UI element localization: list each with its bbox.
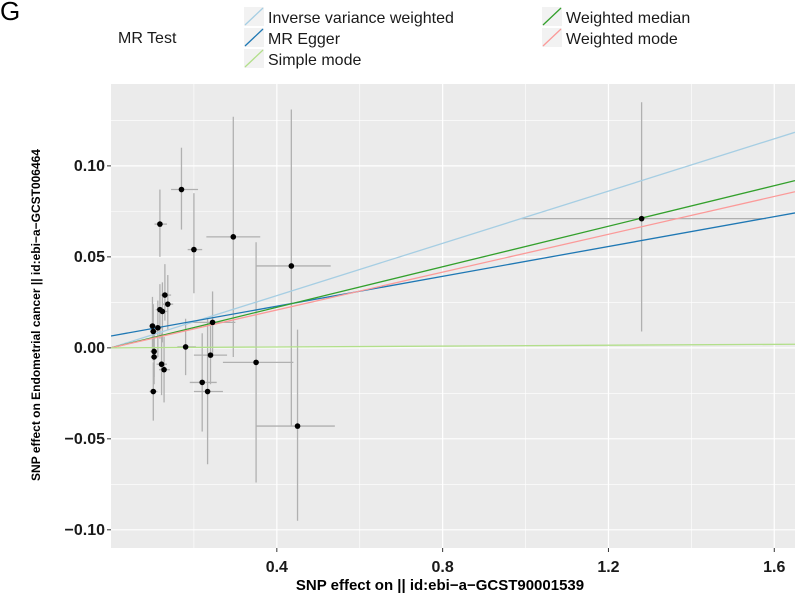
grid bbox=[111, 84, 795, 548]
data-point bbox=[294, 423, 301, 429]
y-axis-ticks: −0.10 −0.05 0.00 0.05 0.10 bbox=[65, 158, 111, 539]
data-point bbox=[638, 215, 645, 222]
y-tick-label: −0.10 bbox=[65, 522, 106, 539]
data-point bbox=[164, 301, 171, 307]
regression-line bbox=[111, 191, 795, 349]
x-axis-ticks: 0.4 0.8 1.2 1.6 bbox=[266, 548, 785, 576]
data-point bbox=[191, 246, 197, 253]
legend-title: MR Test bbox=[118, 30, 177, 47]
data-point bbox=[199, 379, 205, 386]
data-point bbox=[151, 348, 157, 355]
x-tick-label: 0.4 bbox=[266, 559, 288, 576]
data-point bbox=[207, 352, 214, 358]
data-point bbox=[253, 359, 259, 366]
y-tick-label: −0.05 bbox=[65, 431, 106, 448]
regression-line bbox=[111, 343, 795, 349]
legend-key-line bbox=[542, 28, 562, 47]
data-point bbox=[182, 344, 189, 350]
legend: MR Test Inverse variance weighted Weighte… bbox=[118, 7, 690, 69]
x-axis-title: SNP effect on || id:ebi−a−GCST90001539 bbox=[296, 577, 584, 594]
legend-label: MR Egger bbox=[268, 31, 341, 48]
y-axis-title: SNP effect on Endometrial cancer || id:e… bbox=[29, 149, 43, 481]
data-point bbox=[159, 308, 166, 315]
y-tick-label: 0.00 bbox=[74, 340, 105, 357]
data-point bbox=[155, 325, 161, 331]
data-point bbox=[157, 221, 163, 227]
data-point bbox=[149, 323, 156, 329]
data-point bbox=[209, 319, 216, 326]
regression-line bbox=[111, 131, 795, 349]
x-tick-label: 1.2 bbox=[597, 559, 619, 576]
data-point bbox=[161, 366, 167, 373]
data-point bbox=[178, 186, 185, 193]
legend-label: Inverse variance weighted bbox=[268, 10, 454, 27]
legend-label: Weighted median bbox=[566, 10, 690, 27]
legend-label: Simple mode bbox=[268, 52, 361, 69]
data-point bbox=[204, 388, 211, 395]
x-tick-label: 1.6 bbox=[763, 559, 785, 576]
y-tick-label: 0.05 bbox=[74, 249, 105, 266]
data-point bbox=[158, 361, 165, 368]
panel-letter: G bbox=[0, 0, 20, 26]
data-point bbox=[150, 328, 157, 335]
y-tick-label: 0.10 bbox=[74, 158, 105, 175]
regression-line bbox=[111, 212, 795, 337]
regression-lines bbox=[111, 131, 795, 349]
x-tick-label: 0.8 bbox=[432, 559, 454, 576]
data-point bbox=[150, 388, 157, 395]
legend-key-line bbox=[542, 7, 562, 26]
data-point bbox=[288, 263, 295, 269]
legend-key-line bbox=[244, 28, 264, 47]
legend-key-line bbox=[244, 7, 264, 26]
legend-key-line bbox=[244, 49, 264, 68]
data-point bbox=[151, 354, 157, 360]
data-point bbox=[162, 292, 168, 298]
regression-line bbox=[111, 179, 795, 349]
data-points bbox=[149, 186, 645, 429]
data-point bbox=[230, 234, 237, 240]
legend-label: Weighted mode bbox=[566, 31, 678, 48]
